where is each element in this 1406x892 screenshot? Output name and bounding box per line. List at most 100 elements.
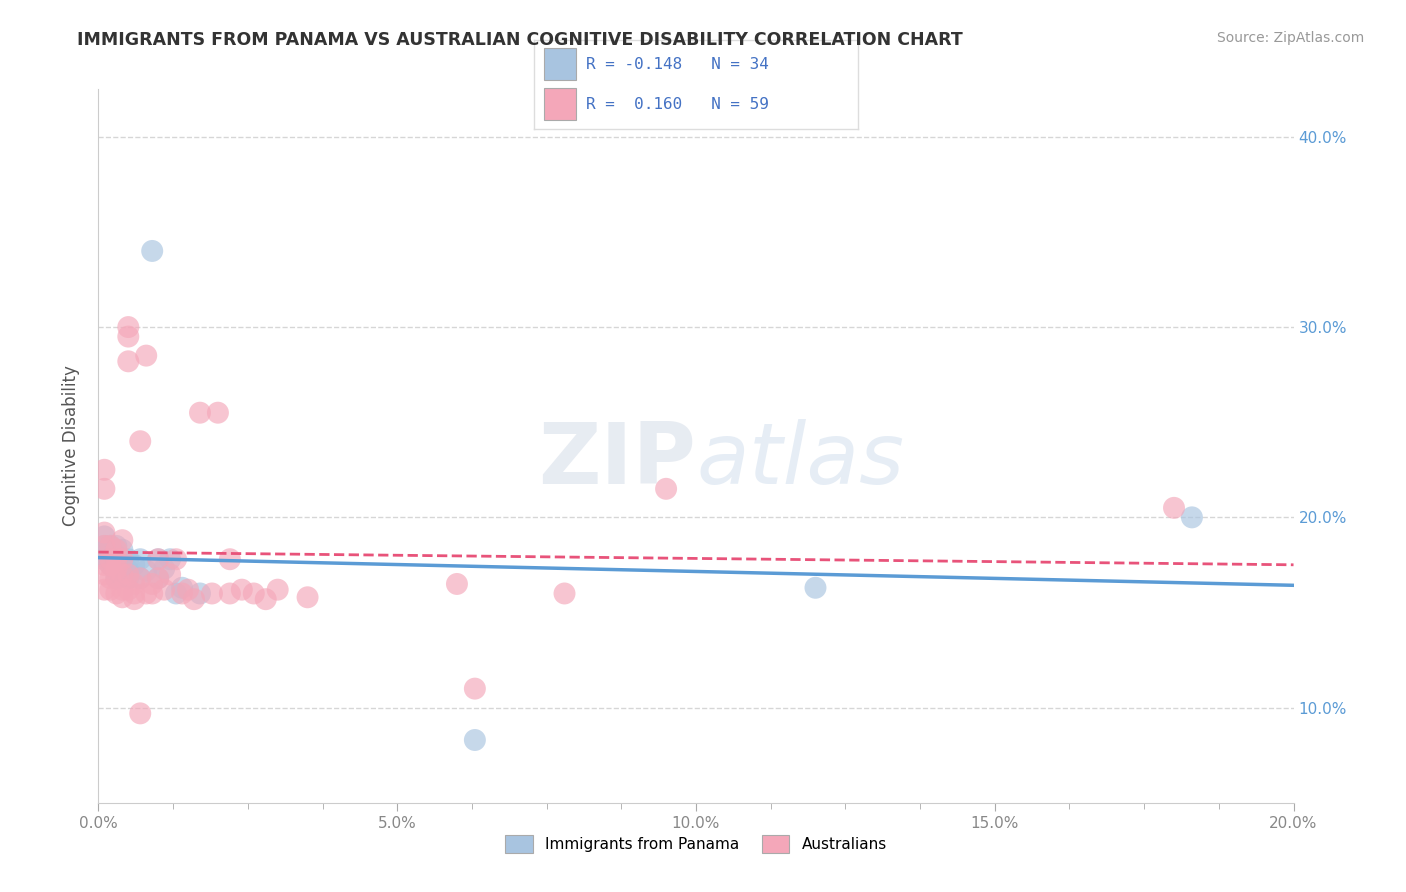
- Point: [165, 586, 187, 600]
- Point: [93, 549, 115, 563]
- Point: [111, 567, 134, 582]
- Point: [188, 406, 211, 420]
- Point: [129, 552, 152, 566]
- Point: [93, 582, 115, 597]
- Point: [117, 354, 139, 368]
- Point: [105, 549, 128, 563]
- Point: [124, 592, 146, 607]
- Text: IMMIGRANTS FROM PANAMA VS AUSTRALIAN COGNITIVE DISABILITY CORRELATION CHART: IMMIGRANTS FROM PANAMA VS AUSTRALIAN COG…: [77, 31, 963, 49]
- Point: [98, 552, 122, 566]
- Point: [219, 586, 242, 600]
- Point: [105, 539, 128, 553]
- Point: [446, 577, 468, 591]
- Point: [111, 558, 134, 572]
- Point: [201, 586, 224, 600]
- Point: [159, 567, 181, 582]
- Point: [111, 582, 134, 597]
- Point: [117, 571, 139, 585]
- Point: [93, 482, 115, 496]
- Y-axis label: Cognitive Disability: Cognitive Disability: [62, 366, 80, 526]
- Point: [117, 552, 139, 566]
- Point: [183, 592, 205, 607]
- Point: [111, 533, 134, 548]
- Point: [93, 529, 115, 543]
- Point: [267, 582, 290, 597]
- Point: [297, 591, 319, 605]
- Point: [554, 586, 576, 600]
- Legend: Immigrants from Panama, Australians: Immigrants from Panama, Australians: [499, 829, 893, 859]
- Point: [93, 539, 115, 553]
- Point: [117, 329, 139, 343]
- Point: [188, 586, 211, 600]
- Point: [105, 552, 128, 566]
- Point: [117, 320, 139, 334]
- Point: [177, 582, 200, 597]
- Point: [243, 586, 266, 600]
- Point: [105, 564, 128, 578]
- Point: [117, 567, 139, 582]
- Point: [105, 571, 128, 585]
- Point: [98, 552, 122, 566]
- Text: R =  0.160   N = 59: R = 0.160 N = 59: [586, 97, 769, 112]
- Point: [124, 558, 146, 572]
- Point: [117, 564, 139, 578]
- Point: [129, 706, 152, 721]
- Point: [804, 581, 827, 595]
- Point: [98, 539, 122, 553]
- Point: [153, 582, 176, 597]
- Point: [98, 582, 122, 597]
- Point: [1181, 510, 1204, 524]
- Point: [135, 349, 157, 363]
- Point: [129, 434, 152, 449]
- Point: [93, 525, 115, 540]
- Point: [172, 581, 194, 595]
- Point: [219, 552, 242, 566]
- Point: [464, 681, 486, 696]
- Point: [93, 539, 115, 553]
- Point: [105, 586, 128, 600]
- Point: [135, 564, 157, 578]
- Point: [141, 586, 163, 600]
- Point: [117, 582, 139, 597]
- Point: [105, 552, 128, 566]
- Point: [464, 733, 486, 747]
- Point: [124, 586, 146, 600]
- Point: [129, 571, 152, 585]
- Point: [165, 552, 187, 566]
- Text: ZIP: ZIP: [538, 418, 696, 502]
- Point: [207, 406, 229, 420]
- Point: [148, 571, 170, 585]
- Point: [105, 562, 128, 576]
- Point: [93, 558, 115, 572]
- Point: [148, 552, 170, 566]
- Point: [148, 571, 170, 585]
- Point: [135, 586, 157, 600]
- Point: [254, 592, 277, 607]
- Point: [129, 571, 152, 585]
- Point: [105, 542, 128, 557]
- Text: atlas: atlas: [696, 418, 904, 502]
- Point: [105, 571, 128, 585]
- Point: [1163, 500, 1185, 515]
- Point: [93, 552, 115, 566]
- Text: Source: ZipAtlas.com: Source: ZipAtlas.com: [1216, 31, 1364, 45]
- Point: [98, 539, 122, 553]
- Point: [98, 544, 122, 558]
- Point: [141, 244, 163, 258]
- Point: [111, 552, 134, 566]
- Point: [172, 586, 194, 600]
- Point: [111, 542, 134, 557]
- Point: [98, 571, 122, 585]
- Point: [124, 577, 146, 591]
- FancyBboxPatch shape: [544, 48, 576, 80]
- Text: R = -0.148   N = 34: R = -0.148 N = 34: [586, 57, 769, 71]
- Point: [655, 482, 678, 496]
- Point: [231, 582, 253, 597]
- Point: [93, 567, 115, 582]
- FancyBboxPatch shape: [544, 88, 576, 120]
- Point: [111, 567, 134, 582]
- Point: [98, 558, 122, 572]
- Point: [153, 562, 176, 576]
- Point: [93, 463, 115, 477]
- Point: [148, 552, 170, 566]
